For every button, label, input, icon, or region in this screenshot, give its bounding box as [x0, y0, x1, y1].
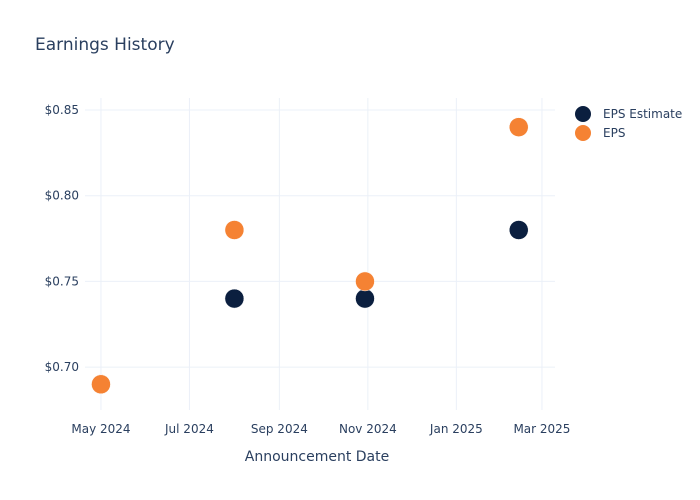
- eps-point[interactable]: [508, 117, 529, 137]
- eps-point[interactable]: [91, 374, 111, 395]
- x-tick-label: Jul 2024: [164, 422, 214, 436]
- y-tick-label: $0.75: [45, 274, 79, 288]
- legend-marker: [575, 125, 591, 141]
- y-tick-label: $0.85: [45, 103, 79, 117]
- legend-item-eps[interactable]: EPS: [575, 125, 625, 141]
- x-tick-label: Sep 2024: [251, 422, 308, 436]
- x-tick-label: Nov 2024: [339, 422, 397, 436]
- eps-estimate-point[interactable]: [508, 220, 529, 240]
- x-tick-label: Mar 2025: [513, 422, 570, 436]
- legend-marker: [575, 106, 591, 122]
- eps-estimate-point[interactable]: [355, 288, 375, 309]
- x-tick-label: Jan 2025: [429, 422, 483, 436]
- chart-title: Earnings History: [35, 35, 175, 55]
- legend[interactable]: EPS Estimate EPS: [575, 106, 682, 141]
- legend-item-eps-estimate[interactable]: EPS Estimate: [575, 106, 682, 122]
- legend-label: EPS: [603, 126, 625, 140]
- legend-label: EPS Estimate: [603, 107, 682, 121]
- data-points: [91, 117, 529, 395]
- y-tick-label: $0.70: [45, 360, 79, 374]
- x-tick-label: May 2024: [71, 422, 130, 436]
- eps-point[interactable]: [355, 271, 375, 292]
- eps-point[interactable]: [224, 220, 245, 240]
- grid-layer: [85, 98, 555, 410]
- eps-estimate-point[interactable]: [224, 288, 245, 309]
- series-eps: [91, 117, 529, 395]
- series-eps-estimate: [91, 220, 529, 395]
- y-tick-label: $0.80: [45, 189, 79, 203]
- y-axis-ticks: $0.70 $0.75 $0.80 $0.85: [45, 103, 79, 374]
- x-axis-ticks: May 2024 Jul 2024 Sep 2024 Nov 2024 Jan 2025…: [71, 422, 570, 436]
- x-axis-title: Announcement Date: [245, 449, 389, 465]
